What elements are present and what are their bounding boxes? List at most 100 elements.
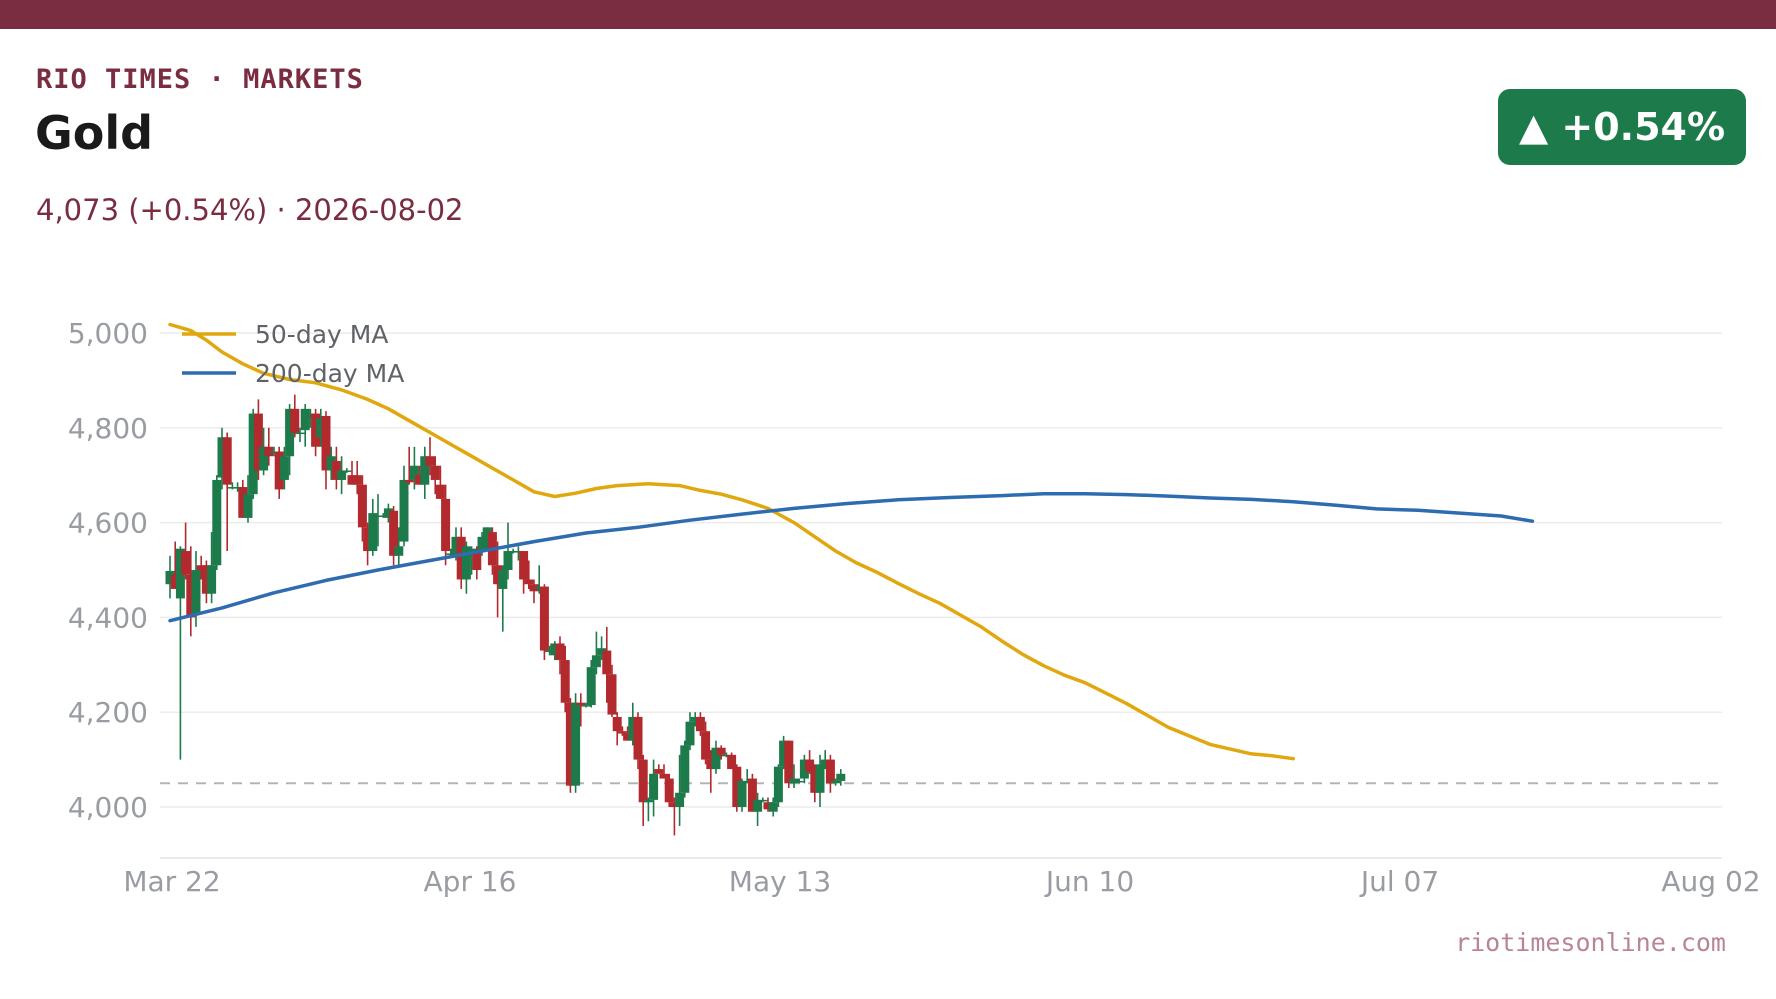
candle-body — [753, 799, 763, 812]
candle-body — [290, 408, 300, 433]
candle-body — [383, 508, 393, 518]
change-badge: ▲ +0.54% — [1498, 89, 1746, 165]
candle-body — [347, 475, 357, 485]
candle-body — [394, 546, 404, 556]
candle-body — [316, 418, 326, 438]
candle-body — [253, 413, 263, 471]
candle-body — [352, 475, 362, 485]
candle-body — [378, 515, 388, 517]
candle-body — [836, 773, 846, 781]
x-tick-label: Jun 10 — [1044, 865, 1134, 898]
x-tick-label: Jul 07 — [1359, 865, 1439, 898]
candle-body — [409, 465, 419, 480]
candle-body — [612, 716, 622, 732]
candle-body — [186, 574, 196, 618]
candle-body — [701, 731, 711, 760]
candle-body — [602, 650, 612, 675]
candle-body — [363, 527, 373, 552]
candle-body — [737, 780, 747, 807]
candle-body — [690, 716, 700, 722]
candle-body — [524, 579, 534, 585]
x-tick-label: Aug 02 — [1661, 865, 1760, 898]
candle-body — [467, 548, 477, 552]
candle-body — [607, 674, 617, 715]
candle-body — [773, 766, 783, 803]
y-tick-label: 4,000 — [68, 791, 148, 824]
candle-body — [654, 769, 664, 774]
candle-body — [326, 456, 336, 471]
candle-body — [794, 780, 804, 783]
candle-body — [342, 470, 352, 472]
candle-body — [259, 446, 269, 471]
candle-body — [175, 548, 185, 599]
x-tick-label: May 13 — [729, 865, 831, 898]
candle-body — [404, 479, 414, 483]
candle-body — [181, 551, 191, 575]
candle-body — [586, 667, 596, 706]
candle-body — [576, 702, 586, 706]
candle-body — [727, 754, 737, 770]
candle-body — [706, 759, 716, 770]
page-title: Gold — [35, 106, 154, 160]
price-summary: 4,073 (+0.54%) · 2026-08-02 — [36, 193, 464, 227]
candle-body — [212, 479, 222, 566]
candle-body — [170, 574, 180, 589]
candle-body — [389, 510, 399, 556]
candle-body — [545, 650, 555, 653]
candle-body — [820, 759, 830, 767]
candle-body — [196, 565, 206, 570]
candle-body — [451, 536, 461, 556]
candle-body — [461, 546, 471, 580]
candle-body — [300, 408, 310, 431]
candle-body — [227, 487, 237, 489]
ma50-line — [168, 322, 1295, 761]
candle-body — [560, 660, 570, 703]
candle-body — [415, 475, 425, 485]
candle-body — [217, 437, 227, 478]
candle-body — [716, 747, 726, 755]
candle-body — [550, 643, 560, 656]
candle-body — [430, 465, 440, 480]
y-tick-label: 4,800 — [68, 412, 148, 445]
candle-body — [534, 586, 544, 589]
x-tick-label: Apr 16 — [424, 865, 517, 898]
candle-body — [643, 799, 653, 803]
candle-body — [493, 565, 503, 585]
brand-label: RIO TIMES · MARKETS — [36, 64, 364, 95]
candle-body — [321, 415, 331, 471]
candle-body — [675, 792, 685, 807]
candle-body — [638, 759, 648, 803]
candle-body — [248, 413, 258, 495]
candle-body — [279, 456, 289, 480]
candle-body — [805, 759, 815, 772]
candle-body — [810, 769, 820, 793]
candle-body — [659, 773, 669, 779]
candle-body — [357, 484, 367, 528]
top-accent-bar — [0, 0, 1776, 29]
candle-body — [581, 705, 591, 707]
candle-body — [233, 487, 243, 489]
candle-body — [446, 553, 456, 555]
candle-body — [721, 754, 731, 757]
candle-body — [825, 759, 835, 784]
candle-body — [472, 551, 482, 570]
candle-body — [815, 764, 825, 793]
candle-body — [456, 536, 466, 580]
candle-body — [779, 740, 789, 767]
candle-body — [742, 780, 752, 783]
candle-body — [539, 586, 549, 651]
candle-body — [649, 773, 659, 800]
y-tick-label: 5,000 — [68, 317, 148, 350]
candle-body — [435, 484, 445, 499]
candle-body — [295, 432, 305, 435]
candle-body — [831, 780, 841, 784]
candle-body — [711, 747, 721, 770]
y-tick-label: 4,600 — [68, 507, 148, 540]
candle-body — [529, 584, 539, 592]
candle-body — [305, 413, 315, 419]
candle-body — [732, 766, 742, 807]
candle-body — [695, 716, 705, 732]
candle-body — [784, 740, 794, 784]
candle-body — [763, 802, 773, 810]
candle-body — [207, 565, 217, 594]
